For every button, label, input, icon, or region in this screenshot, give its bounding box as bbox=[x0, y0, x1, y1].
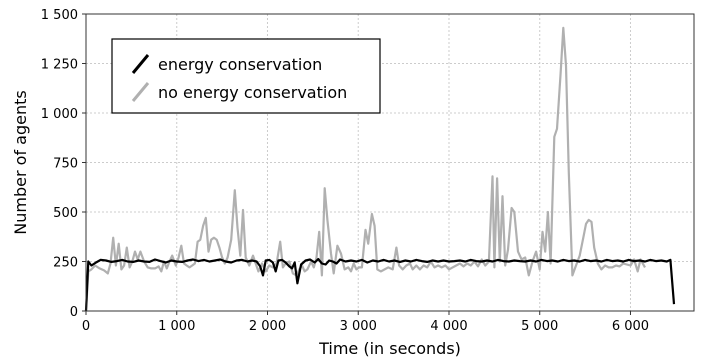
x-tick-label: 3 000 bbox=[340, 319, 377, 334]
y-tick-label: 1 500 bbox=[41, 8, 78, 23]
x-tick-label: 2 000 bbox=[249, 319, 286, 334]
x-tick-label: 4 000 bbox=[430, 319, 467, 334]
series-line-energy-conservation bbox=[84, 258, 676, 312]
y-tick-label: 250 bbox=[53, 256, 78, 271]
legend-box bbox=[111, 38, 381, 114]
y-tick-label: 1 000 bbox=[41, 107, 78, 122]
series-layer bbox=[84, 26, 676, 312]
legend-swatch-energy-conservation bbox=[131, 54, 150, 74]
y-tick-label: 0 bbox=[70, 305, 78, 320]
legend-label-energy-conservation: energy conservation bbox=[158, 55, 322, 74]
x-tick-label: 5 000 bbox=[521, 319, 558, 334]
series-line-no-energy-conservation bbox=[84, 26, 646, 312]
legend: energy conservation no energy conservati… bbox=[111, 38, 381, 114]
y-tick-label: 500 bbox=[53, 206, 78, 221]
y-tick-label: 1 250 bbox=[41, 58, 78, 73]
x-axis-label: Time (in seconds) bbox=[318, 339, 461, 358]
legend-swatch-no-energy-conservation bbox=[131, 82, 150, 102]
x-tick-label: 0 bbox=[82, 319, 90, 334]
y-tick-label: 750 bbox=[53, 157, 78, 172]
y-axis-label: Number of agents bbox=[11, 90, 30, 234]
x-tick-label: 6 000 bbox=[612, 319, 649, 334]
axis-ticks: 0 1 000 2 000 3 000 4 000 5 000 6 000 0 250 500 75… bbox=[41, 8, 649, 334]
x-tick-label: 1 000 bbox=[158, 319, 195, 334]
legend-label-no-energy-conservation: no energy conservation bbox=[158, 83, 347, 102]
